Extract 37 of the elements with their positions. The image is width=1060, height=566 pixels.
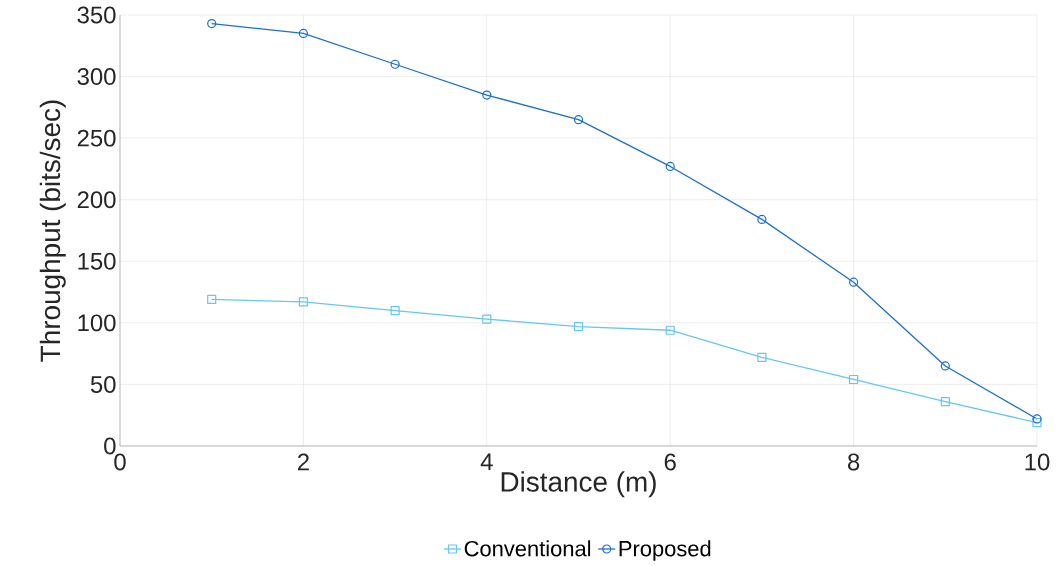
- legend-label: Conventional: [464, 540, 591, 557]
- point: [757, 214, 767, 224]
- point: [665, 325, 675, 335]
- point: [207, 19, 217, 29]
- point: [298, 28, 309, 39]
- point: [390, 59, 400, 69]
- point: [298, 297, 309, 307]
- y-tick-label: 250: [77, 129, 116, 147]
- y-tick-label: 50: [90, 375, 116, 393]
- point: [757, 352, 767, 362]
- point: [1032, 417, 1042, 428]
- x-tick-label: 6: [664, 453, 676, 471]
- point: [207, 294, 217, 305]
- point: [390, 305, 400, 316]
- point: [940, 361, 950, 371]
- x-tick-label: 10: [1025, 453, 1050, 471]
- y-axis-title: Throughput (bits/sec): [39, 100, 66, 362]
- x-axis-title: Distance (m): [501, 471, 656, 498]
- point: [482, 90, 492, 100]
- point: [573, 321, 584, 332]
- x-tick-label: 8: [847, 453, 860, 471]
- y-tick-label: 150: [78, 252, 116, 270]
- x-tick-label: 4: [480, 453, 493, 470]
- point: [940, 397, 950, 407]
- point: [849, 277, 859, 287]
- point: [665, 161, 675, 172]
- y-tick-label: 300: [77, 68, 116, 86]
- point: [573, 115, 584, 125]
- point: [482, 314, 492, 324]
- y-tick-label: 100: [78, 314, 116, 332]
- point: [1032, 414, 1042, 424]
- y-tick-label: 0: [104, 437, 116, 455]
- x-tick-label: 2: [297, 453, 309, 471]
- y-tick-label: 200: [77, 191, 116, 209]
- legend-label: Proposed: [619, 540, 711, 561]
- point: [849, 374, 859, 385]
- y-tick-label: 350: [77, 6, 116, 24]
